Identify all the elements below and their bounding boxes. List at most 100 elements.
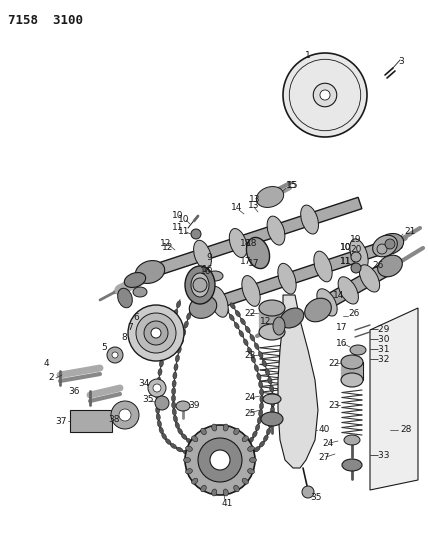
Text: 23: 23 [328,400,339,409]
Ellipse shape [173,310,178,316]
Ellipse shape [263,394,281,404]
Ellipse shape [133,287,147,297]
Ellipse shape [231,458,238,463]
Text: 41: 41 [222,498,233,507]
Ellipse shape [224,306,229,313]
Text: 8: 8 [121,334,127,343]
Text: —30: —30 [370,335,390,344]
Text: 4: 4 [44,359,50,368]
Ellipse shape [271,400,275,407]
Text: —33: —33 [370,450,390,459]
Ellipse shape [223,489,228,496]
Ellipse shape [248,437,254,443]
Text: 15: 15 [286,182,297,190]
Text: 16: 16 [336,340,348,349]
Ellipse shape [260,389,264,395]
Ellipse shape [171,318,175,325]
Circle shape [148,379,166,397]
Ellipse shape [204,447,211,452]
Circle shape [283,53,367,137]
Text: —31: —31 [370,345,390,354]
Text: 23: 23 [244,351,256,359]
Text: 21: 21 [404,228,416,237]
Ellipse shape [156,393,160,400]
Ellipse shape [377,255,402,277]
Text: 7: 7 [127,324,133,333]
Ellipse shape [234,486,239,492]
Bar [70,410,112,432]
Ellipse shape [181,434,187,440]
Ellipse shape [253,431,257,438]
Text: 11: 11 [178,228,190,237]
Circle shape [289,59,361,131]
Ellipse shape [229,314,234,321]
Text: 7158  3100: 7158 3100 [8,14,83,27]
Circle shape [128,305,184,361]
Text: 37: 37 [55,416,66,425]
Circle shape [198,438,242,482]
Circle shape [153,384,161,392]
Text: 11: 11 [340,256,351,265]
Ellipse shape [157,377,161,384]
Ellipse shape [238,447,244,451]
Ellipse shape [186,446,193,451]
Text: 11: 11 [340,256,351,265]
Ellipse shape [161,351,165,358]
Ellipse shape [232,450,238,455]
Ellipse shape [179,338,184,345]
Ellipse shape [338,277,358,304]
Ellipse shape [360,265,380,292]
Polygon shape [148,197,362,278]
Text: 20: 20 [350,246,361,254]
Text: 38: 38 [108,416,119,424]
Ellipse shape [244,339,248,345]
Ellipse shape [166,439,171,445]
Ellipse shape [176,301,181,308]
Ellipse shape [317,289,337,316]
Circle shape [119,409,131,421]
Ellipse shape [185,266,215,304]
Text: 16: 16 [200,268,211,277]
Text: 2: 2 [48,374,54,383]
Ellipse shape [242,436,248,442]
Circle shape [151,328,161,338]
Ellipse shape [174,364,178,370]
Ellipse shape [168,326,172,333]
Text: 19: 19 [350,236,362,245]
Ellipse shape [314,251,332,282]
Ellipse shape [243,442,249,448]
Ellipse shape [220,455,227,459]
Text: 24: 24 [322,439,333,448]
Circle shape [111,401,139,429]
Text: 10: 10 [178,214,190,223]
Ellipse shape [223,424,228,431]
Ellipse shape [257,373,261,380]
Text: 13: 13 [249,196,261,205]
Ellipse shape [162,433,166,440]
Ellipse shape [270,385,274,392]
Ellipse shape [189,296,217,318]
Ellipse shape [249,450,255,456]
Text: 13: 13 [248,201,259,211]
Circle shape [385,239,395,249]
Text: 28: 28 [400,425,411,434]
Ellipse shape [173,372,177,379]
Ellipse shape [201,486,206,492]
Bar [259,308,285,332]
Text: 22: 22 [328,359,339,367]
Ellipse shape [192,442,198,447]
Ellipse shape [342,459,362,471]
Circle shape [136,313,176,353]
Polygon shape [193,236,402,316]
Ellipse shape [250,457,256,463]
Ellipse shape [248,469,254,474]
Text: 10: 10 [340,244,351,253]
Ellipse shape [156,407,160,414]
Ellipse shape [341,355,363,369]
Text: 12: 12 [160,239,171,248]
Ellipse shape [254,343,259,350]
Ellipse shape [178,428,183,434]
Polygon shape [370,308,418,490]
Text: 5: 5 [101,343,107,352]
Ellipse shape [156,385,160,392]
